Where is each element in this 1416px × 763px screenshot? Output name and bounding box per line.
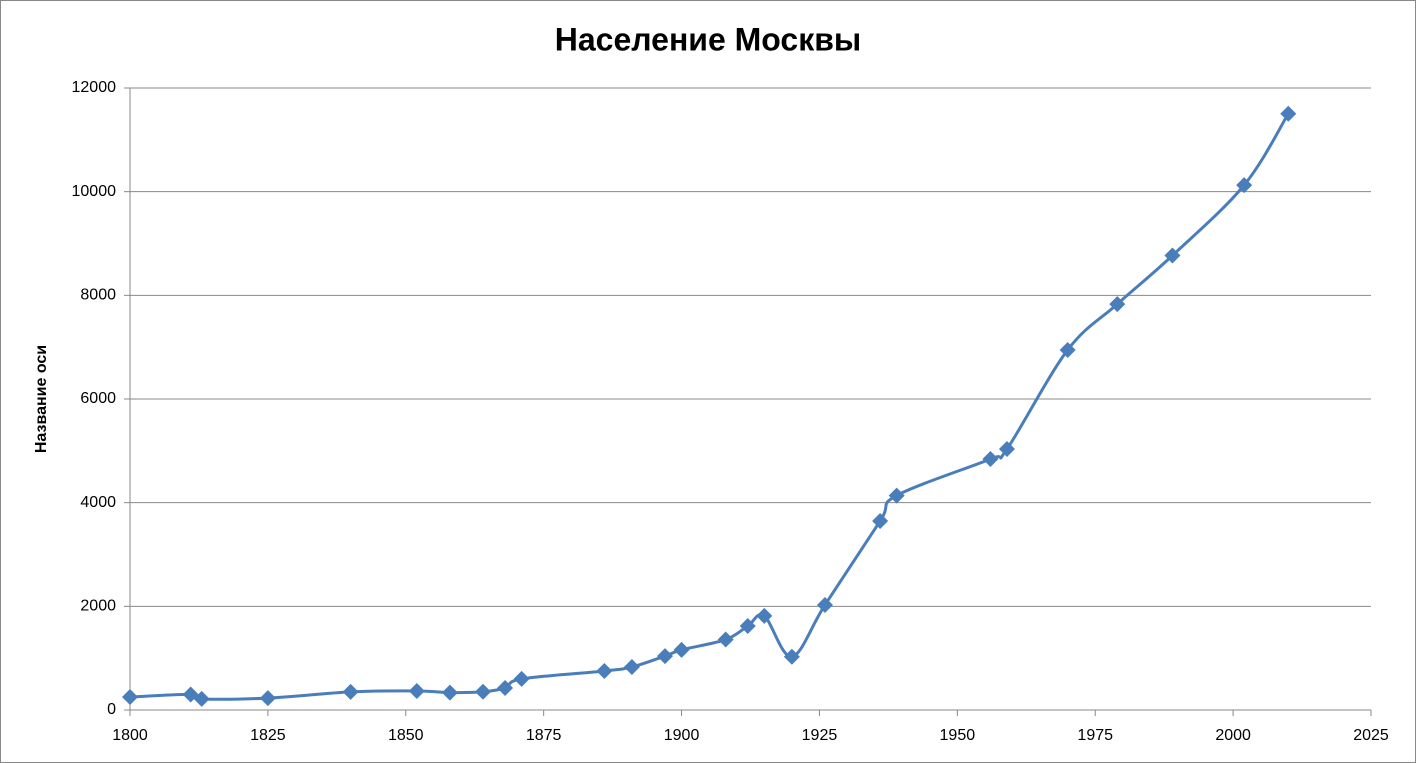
data-point (408, 682, 425, 699)
y-tick-label: 10000 (72, 183, 117, 200)
data-point (982, 450, 999, 467)
data-point (1059, 341, 1076, 358)
data-point (888, 487, 905, 504)
data-point (872, 513, 889, 530)
data-point (1109, 296, 1126, 313)
x-tick-label: 2000 (1215, 727, 1251, 744)
data-point (122, 689, 138, 706)
data-point (259, 690, 276, 707)
data-point (474, 683, 491, 700)
data-point (441, 684, 458, 701)
data-point (673, 641, 690, 658)
chart-title: Население Москвы (555, 21, 861, 57)
data-point (497, 679, 514, 696)
data-point (513, 670, 530, 687)
data-point (657, 648, 674, 665)
x-tick-label: 1850 (388, 727, 424, 744)
data-point (623, 658, 640, 675)
data-point (756, 607, 773, 624)
data-point (193, 690, 210, 707)
x-tick-label: 2025 (1353, 727, 1389, 744)
y-tick-label: 4000 (80, 494, 116, 511)
data-point (1164, 247, 1181, 264)
x-tick-label: 1875 (526, 727, 562, 744)
data-point (998, 440, 1015, 457)
data-point (342, 683, 359, 700)
y-tick-label: 2000 (80, 598, 116, 615)
x-tick-label: 1950 (940, 727, 976, 744)
data-point (816, 596, 833, 613)
data-point (783, 648, 800, 665)
y-tick-label: 8000 (80, 287, 116, 304)
y-tick-label: 12000 (72, 79, 117, 96)
x-tick-label: 1900 (664, 727, 700, 744)
x-tick-label: 1925 (802, 727, 838, 744)
data-point (596, 662, 613, 679)
data-point (739, 618, 756, 635)
y-tick-label: 6000 (80, 390, 116, 407)
y-axis-label: Название оси (33, 345, 50, 453)
data-point (717, 631, 734, 648)
x-tick-label: 1800 (112, 727, 148, 744)
data-point (1236, 177, 1253, 194)
x-tick-label: 1825 (250, 727, 286, 744)
y-tick-label: 0 (107, 701, 116, 718)
data-point (1280, 105, 1297, 122)
x-tick-label: 1975 (1077, 727, 1113, 744)
